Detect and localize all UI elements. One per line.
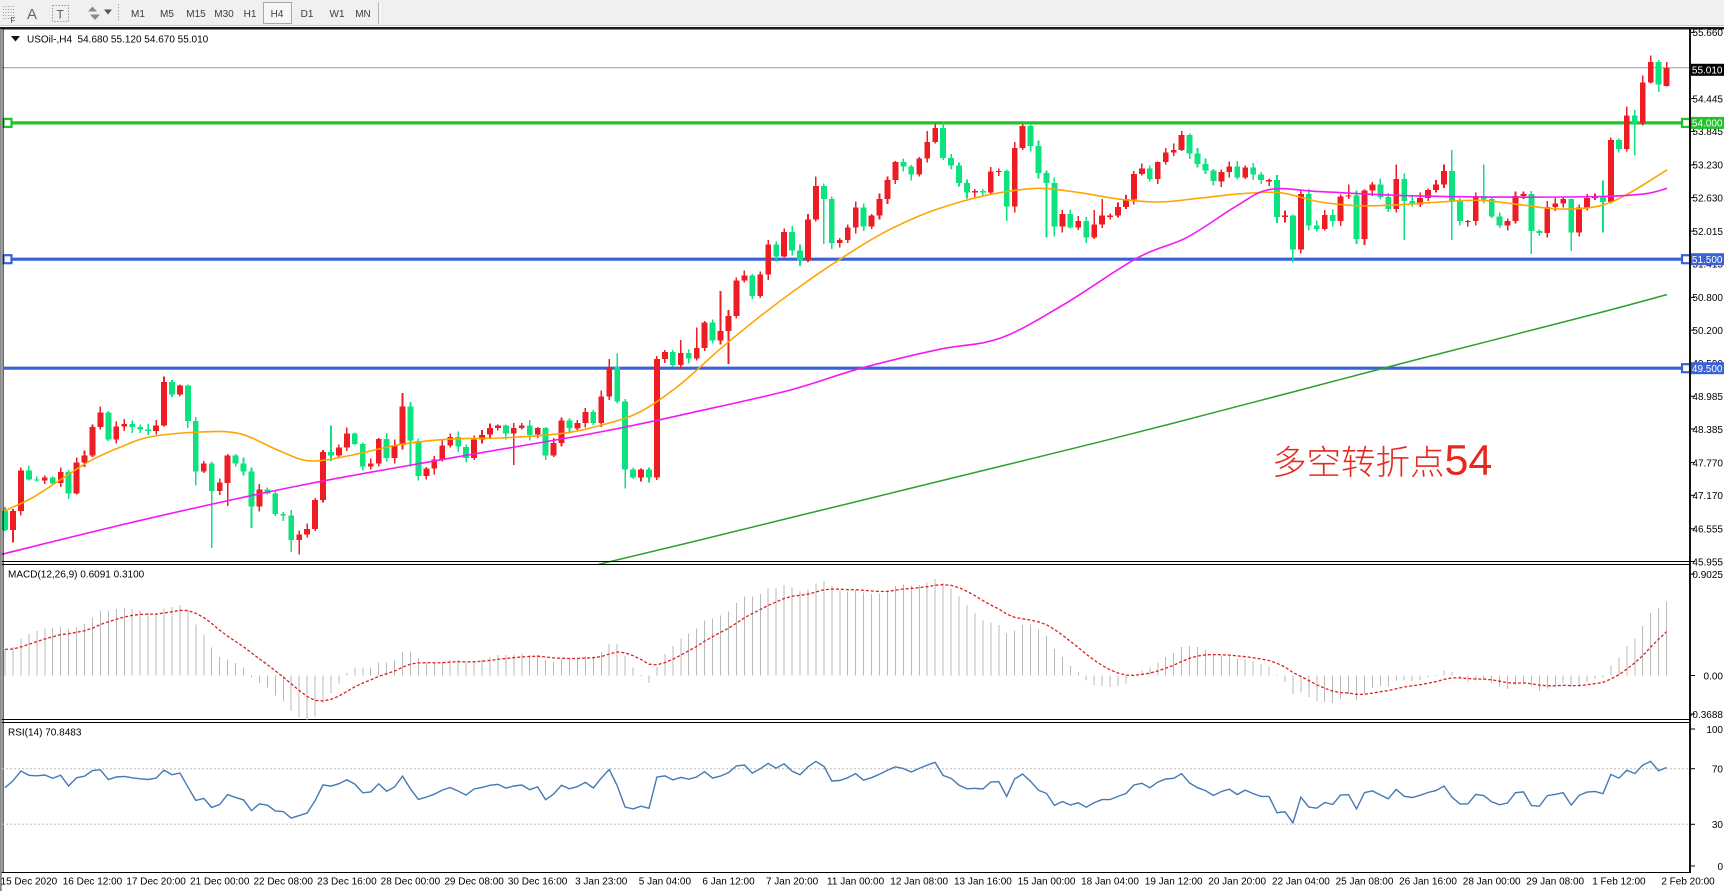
svg-text:51.500: 51.500 — [1692, 255, 1723, 266]
svg-text:54.445: 54.445 — [1692, 94, 1723, 105]
svg-text:-0.3688: -0.3688 — [1689, 710, 1723, 721]
svg-text:47.170: 47.170 — [1692, 491, 1723, 502]
svg-text:H4: H4 — [271, 9, 284, 20]
svg-text:30: 30 — [1712, 820, 1724, 831]
svg-text:26 Jan 16:00: 26 Jan 16:00 — [1399, 877, 1457, 888]
svg-text:RSI(14) 70.8483: RSI(14) 70.8483 — [8, 728, 82, 739]
svg-text:M15: M15 — [186, 9, 206, 20]
svg-text:52.630: 52.630 — [1692, 193, 1723, 204]
svg-text:29 Dec 08:00: 29 Dec 08:00 — [444, 877, 504, 888]
svg-text:3 Jan 23:00: 3 Jan 23:00 — [575, 877, 628, 888]
svg-text:28 Dec 00:00: 28 Dec 00:00 — [381, 877, 441, 888]
svg-text:0.9025: 0.9025 — [1692, 570, 1723, 581]
svg-text:M1: M1 — [131, 9, 145, 20]
svg-text:0.00: 0.00 — [1704, 671, 1724, 682]
svg-text:M30: M30 — [214, 9, 234, 20]
svg-text:23 Dec 16:00: 23 Dec 16:00 — [317, 877, 377, 888]
svg-text:0: 0 — [1717, 862, 1723, 873]
svg-text:19 Jan 12:00: 19 Jan 12:00 — [1145, 877, 1203, 888]
svg-text:15 Dec 2020: 15 Dec 2020 — [1, 877, 58, 888]
svg-text:21 Dec 00:00: 21 Dec 00:00 — [190, 877, 250, 888]
svg-text:5 Jan 04:00: 5 Jan 04:00 — [639, 877, 692, 888]
svg-text:15 Jan 00:00: 15 Jan 00:00 — [1018, 877, 1076, 888]
svg-text:17 Dec 20:00: 17 Dec 20:00 — [126, 877, 186, 888]
svg-text:M5: M5 — [160, 9, 174, 20]
svg-text:W1: W1 — [330, 9, 345, 20]
svg-text:46.555: 46.555 — [1692, 525, 1723, 536]
svg-text:MN: MN — [355, 9, 371, 20]
svg-text:50.800: 50.800 — [1692, 293, 1723, 304]
svg-text:22 Jan 04:00: 22 Jan 04:00 — [1272, 877, 1330, 888]
svg-text:11 Jan 00:00: 11 Jan 00:00 — [827, 877, 885, 888]
svg-text:22 Dec 08:00: 22 Dec 08:00 — [253, 877, 313, 888]
svg-text:30 Dec 16:00: 30 Dec 16:00 — [508, 877, 568, 888]
svg-text:47.770: 47.770 — [1692, 458, 1723, 469]
svg-text:54: 54 — [1445, 437, 1493, 485]
svg-text:T: T — [57, 8, 65, 22]
svg-text:7 Jan 20:00: 7 Jan 20:00 — [766, 877, 819, 888]
svg-text:20 Jan 20:00: 20 Jan 20:00 — [1208, 877, 1266, 888]
svg-text:100: 100 — [1706, 725, 1723, 736]
svg-text:53.845: 53.845 — [1692, 127, 1723, 138]
svg-text:F: F — [11, 16, 16, 25]
svg-text:70: 70 — [1712, 765, 1724, 776]
svg-text:6 Jan 12:00: 6 Jan 12:00 — [702, 877, 755, 888]
svg-text:52.015: 52.015 — [1692, 227, 1723, 238]
svg-text:45.955: 45.955 — [1692, 557, 1723, 568]
svg-text:48.985: 48.985 — [1692, 392, 1723, 403]
svg-text:49.500: 49.500 — [1692, 364, 1723, 375]
svg-text:53.230: 53.230 — [1692, 161, 1723, 172]
svg-text:A: A — [27, 6, 37, 23]
svg-text:12 Jan 08:00: 12 Jan 08:00 — [890, 877, 948, 888]
svg-text:55.660: 55.660 — [1692, 28, 1723, 39]
svg-text:2 Feb 20:00: 2 Feb 20:00 — [1661, 877, 1715, 888]
svg-text:16 Dec 12:00: 16 Dec 12:00 — [63, 877, 123, 888]
svg-text:28 Jan 00:00: 28 Jan 00:00 — [1463, 877, 1521, 888]
svg-text:USOil-,H4 54.680 55.120 54.67: USOil-,H4 54.680 55.120 54.670 55.010 — [27, 35, 209, 46]
svg-text:29 Jan 08:00: 29 Jan 08:00 — [1526, 877, 1584, 888]
svg-text:54.000: 54.000 — [1692, 119, 1723, 130]
svg-text:D1: D1 — [301, 9, 314, 20]
svg-text:MACD(12,26,9) 0.6091 0.3100: MACD(12,26,9) 0.6091 0.3100 — [8, 570, 145, 581]
svg-text:1 Feb 12:00: 1 Feb 12:00 — [1592, 877, 1646, 888]
svg-text:13 Jan 16:00: 13 Jan 16:00 — [954, 877, 1012, 888]
svg-text:18 Jan 04:00: 18 Jan 04:00 — [1081, 877, 1139, 888]
svg-text:55.010: 55.010 — [1692, 66, 1723, 77]
svg-text:25 Jan 08:00: 25 Jan 08:00 — [1336, 877, 1394, 888]
svg-text:50.200: 50.200 — [1692, 326, 1723, 337]
svg-text:48.385: 48.385 — [1692, 425, 1723, 436]
svg-text:H1: H1 — [244, 9, 257, 20]
